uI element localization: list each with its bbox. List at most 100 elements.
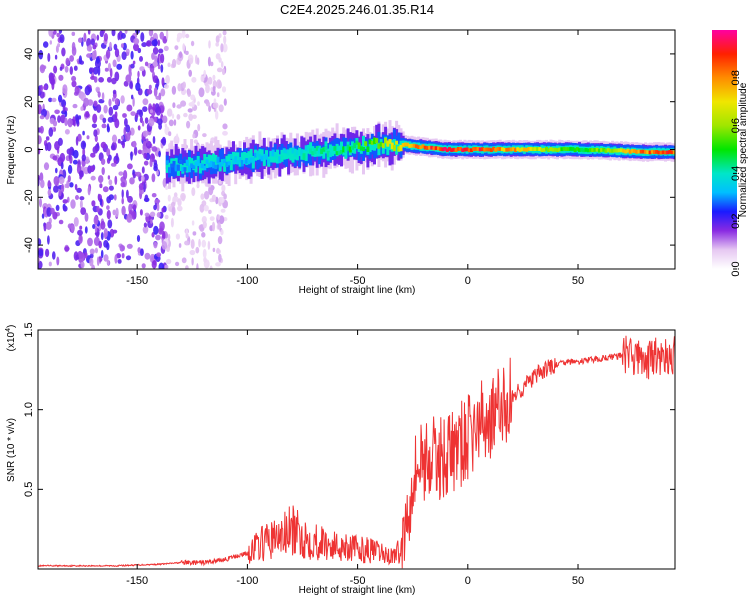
noise-speck xyxy=(208,40,211,49)
noise-speck xyxy=(121,205,126,216)
ridge-cell xyxy=(194,161,198,167)
noise-speck xyxy=(82,142,86,148)
noise-speck xyxy=(164,264,169,269)
noise-speck xyxy=(181,257,187,264)
ridge-cell xyxy=(203,165,207,171)
ridge-cell xyxy=(425,146,429,150)
noise-speck xyxy=(92,146,99,154)
x-tick-label: -50 xyxy=(350,575,366,587)
ridge-cell xyxy=(375,138,379,144)
ridge-cell xyxy=(494,148,498,152)
ridge-cell xyxy=(190,163,194,168)
noise-speck xyxy=(104,67,109,72)
ridge-cell xyxy=(280,149,284,160)
ridge-cell xyxy=(207,154,211,166)
x-tick-label: -150 xyxy=(126,275,148,287)
noise-speck xyxy=(212,74,216,81)
noise-speck xyxy=(175,133,179,141)
noise-speck xyxy=(192,133,196,139)
noise-speck xyxy=(38,135,42,145)
noise-speck xyxy=(55,167,58,174)
noise-speck xyxy=(223,35,227,45)
noise-speck xyxy=(153,162,158,169)
noise-speck xyxy=(181,30,186,39)
noise-speck xyxy=(159,31,165,40)
ridge-cell xyxy=(174,164,178,172)
noise-speck xyxy=(106,209,111,220)
noise-speck xyxy=(121,135,124,140)
ridge-cell xyxy=(617,148,621,153)
ridge-cell xyxy=(432,146,436,151)
noise-speck xyxy=(207,76,213,85)
ridge-cell xyxy=(397,132,401,153)
ridge-cell xyxy=(604,149,608,153)
noise-speck xyxy=(223,98,227,106)
noise-speck xyxy=(182,43,186,52)
noise-speck xyxy=(100,232,104,241)
noise-speck xyxy=(192,114,197,120)
noise-speck xyxy=(75,116,80,125)
noise-speck xyxy=(148,30,154,37)
ridge-cell xyxy=(265,150,268,159)
noise-speck xyxy=(175,233,180,240)
noise-speck xyxy=(59,66,63,71)
ridge-cell xyxy=(388,142,392,151)
ridge-cell xyxy=(348,146,352,153)
ridge-cell xyxy=(461,148,465,153)
noise-speck xyxy=(160,64,164,73)
noise-speck xyxy=(203,256,207,263)
noise-speck xyxy=(151,39,158,46)
ridge-cell xyxy=(384,137,388,144)
noise-speck xyxy=(140,248,144,256)
noise-speck xyxy=(149,211,156,218)
noise-speck xyxy=(205,101,210,107)
ridge-cell xyxy=(567,147,570,151)
ridge-cell xyxy=(251,157,255,164)
noise-speck xyxy=(127,195,133,203)
noise-speck xyxy=(161,77,165,87)
noise-speck xyxy=(217,236,223,245)
noise-speck xyxy=(70,199,76,209)
ridge-cell xyxy=(498,147,502,151)
noise-speck xyxy=(215,110,219,120)
ridge-cell xyxy=(302,153,306,160)
noise-speck xyxy=(96,104,102,113)
noise-speck xyxy=(221,184,226,192)
ridge-cell xyxy=(306,144,310,164)
noise-speck xyxy=(100,249,104,259)
noise-speck xyxy=(209,216,215,222)
noise-speck xyxy=(143,182,146,193)
ridge-cell xyxy=(236,160,240,165)
noise-speck xyxy=(95,56,100,64)
ridge-cell xyxy=(375,141,379,158)
ridge-cell xyxy=(624,149,628,154)
noise-speck xyxy=(45,221,52,230)
noise-speck xyxy=(165,185,169,190)
spectrogram-panel: -150 -100 -50 0 50 -40 -20 0 20 40 Height of stra… xyxy=(6,29,676,296)
ridge-cell xyxy=(170,158,174,168)
noise-speck xyxy=(126,163,133,170)
noise-speck xyxy=(216,67,223,73)
y-tick-label: 40 xyxy=(23,48,35,60)
noise-speck xyxy=(140,32,145,42)
noise-speck xyxy=(84,252,88,259)
noise-speck xyxy=(184,240,190,246)
ridge-cell xyxy=(531,147,535,151)
ridge-cell xyxy=(613,148,617,153)
ridge-cell xyxy=(273,151,277,158)
ridge-cell xyxy=(240,160,244,167)
noise-speck xyxy=(78,37,83,43)
noise-speck xyxy=(93,76,98,83)
ridge-cell xyxy=(593,148,597,152)
ridge-cell xyxy=(619,148,623,153)
noise-speck xyxy=(175,261,180,267)
noise-speck xyxy=(130,63,135,69)
ridge-cell xyxy=(503,147,507,152)
noise-speck xyxy=(156,78,160,88)
x-tick-label: 0 xyxy=(465,575,471,587)
noise-speck xyxy=(150,218,153,224)
noise-speck xyxy=(83,32,87,43)
noise-speck xyxy=(114,254,118,264)
noise-speck xyxy=(40,179,45,189)
ridge-cell xyxy=(626,148,630,153)
